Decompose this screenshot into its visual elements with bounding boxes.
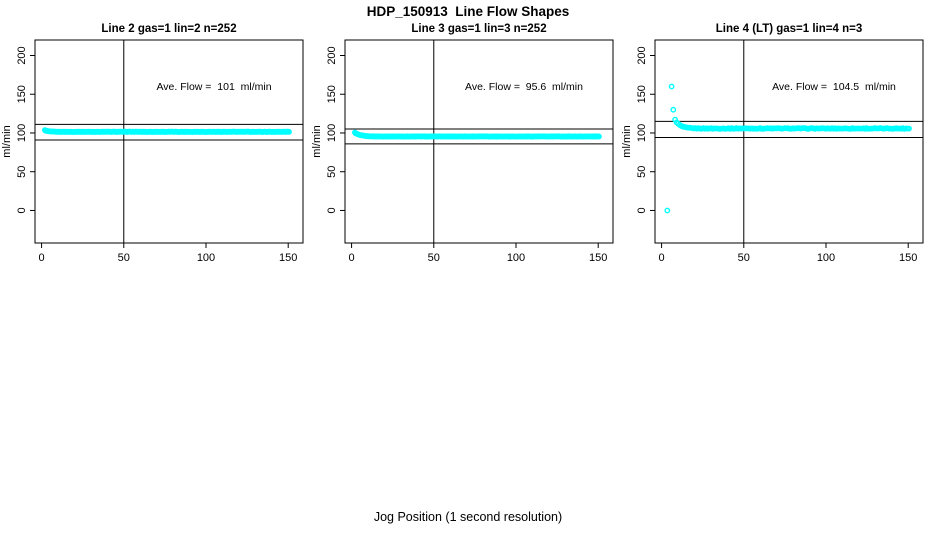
y-tick-label: 50	[16, 166, 28, 178]
ave-flow-annotation: Ave. Flow = 101 ml/min	[156, 81, 272, 93]
y-tick-label: 50	[636, 166, 648, 178]
ave-flow-annotation: Ave. Flow = 104.5 ml/min	[772, 81, 896, 93]
x-tick-label: 0	[659, 252, 665, 264]
panel-plot: 0 50 100 150 0 50 100 150 200 ml/min	[621, 39, 924, 264]
x-tick-label: 150	[279, 252, 297, 264]
y-axis-title: ml/min	[311, 125, 323, 157]
y-tick-label: 0	[16, 207, 28, 213]
x-tick-label: 0	[39, 252, 45, 264]
data-points	[42, 127, 292, 135]
y-tick-label: 100	[16, 124, 28, 142]
panel-plot: 0 50 100 150 0 50 100 150 200 ml/min	[1, 39, 304, 264]
x-tick-label: 100	[507, 252, 525, 264]
x-tick-label: 50	[428, 252, 440, 264]
x-tick-label: 50	[118, 252, 130, 264]
x-tick-label: 0	[349, 252, 355, 264]
data-points	[352, 129, 602, 140]
x-tick-label: 50	[738, 252, 750, 264]
y-axis-title: ml/min	[621, 125, 633, 157]
y-tick-label: 150	[16, 85, 28, 103]
panel-plot: 0 50 100 150 0 50 100 150 200 ml/min	[311, 39, 614, 264]
panel-title: Line 2 gas=1 lin=2 n=252	[101, 23, 237, 35]
y-tick-label: 200	[636, 46, 648, 64]
y-tick-label: 100	[636, 124, 648, 142]
y-tick-label: 0	[326, 207, 338, 213]
outlier-point	[670, 106, 677, 113]
data-point	[286, 128, 292, 135]
x-tick-label: 100	[817, 252, 835, 264]
y-tick-label: 200	[16, 46, 28, 64]
plot-box	[34, 39, 304, 244]
x-tick-label: 150	[899, 252, 917, 264]
y-tick-label: 0	[636, 207, 648, 213]
panel-line-3: Line 3 gas=1 lin=3 n=252 Ave. Flow = 95.…	[310, 20, 626, 270]
y-tick-label: 150	[326, 85, 338, 103]
outlier-point	[664, 207, 671, 214]
y-tick-label: 150	[636, 85, 648, 103]
data-point	[596, 133, 602, 140]
data-points	[664, 83, 912, 214]
panel-line-2: Line 2 gas=1 lin=2 n=252 Ave. Flow = 101…	[0, 20, 316, 270]
x-tick-label: 150	[589, 252, 607, 264]
plot-box	[654, 39, 924, 244]
y-tick-label: 100	[326, 124, 338, 142]
panel-line-4: Line 4 (LT) gas=1 lin=4 n=3 Ave. Flow = …	[620, 20, 936, 270]
y-tick-label: 50	[326, 166, 338, 178]
outlier-point	[668, 83, 675, 90]
plot-box	[344, 39, 614, 244]
x-tick-label: 100	[197, 252, 215, 264]
ave-flow-annotation: Ave. Flow = 95.6 ml/min	[465, 81, 583, 93]
panel-title: Line 3 gas=1 lin=3 n=252	[411, 23, 547, 35]
data-point	[906, 125, 912, 132]
y-axis-title: ml/min	[1, 125, 13, 157]
chart-title: HDP_150913 Line Flow Shapes	[366, 4, 570, 19]
y-tick-label: 200	[326, 46, 338, 64]
x-axis-label: Jog Position (1 second resolution)	[373, 510, 563, 524]
panel-title: Line 4 (LT) gas=1 lin=4 n=3	[715, 23, 863, 35]
